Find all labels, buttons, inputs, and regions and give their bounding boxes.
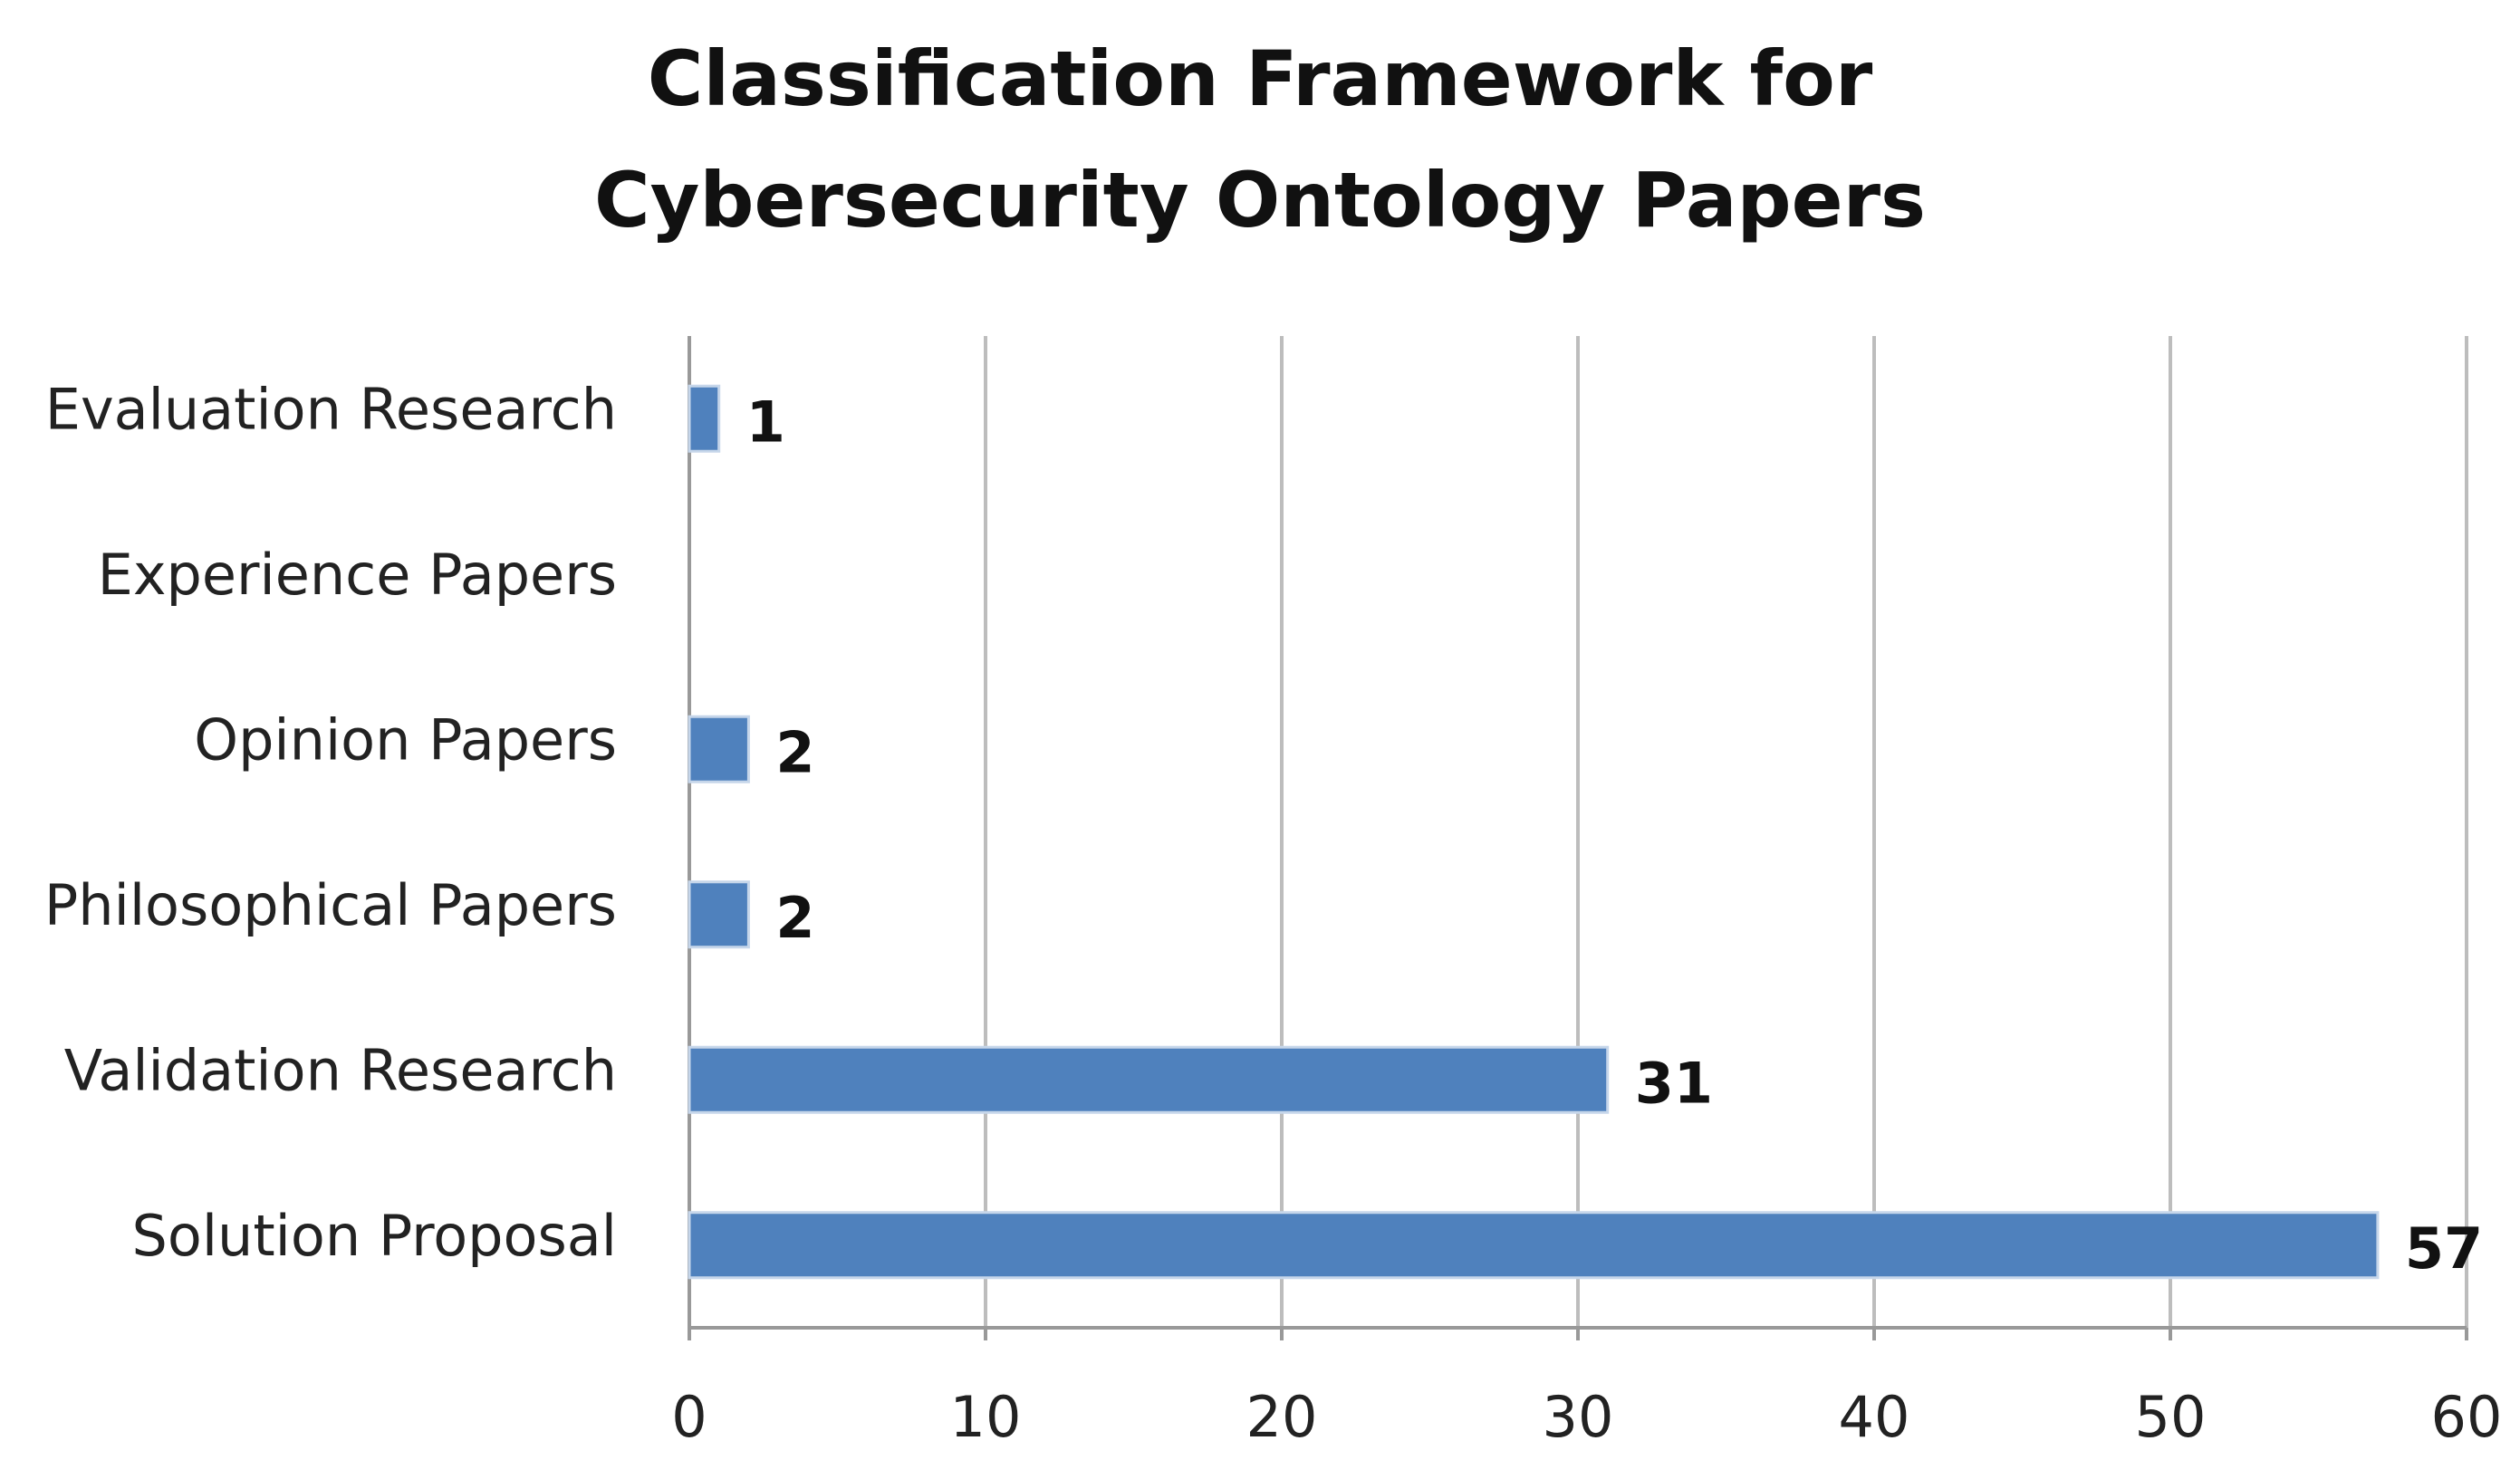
- x-tick-label: 60: [2431, 1384, 2503, 1450]
- bar: [688, 880, 750, 949]
- x-tick-label: 40: [1839, 1384, 1910, 1450]
- y-tick-label: Evaluation Research: [45, 376, 617, 442]
- x-tick-label: 10: [950, 1384, 1022, 1450]
- data-label: 31: [1635, 1050, 1713, 1116]
- bar: [688, 1211, 2380, 1280]
- bar: [688, 715, 750, 783]
- y-tick-label: Opinion Papers: [194, 706, 617, 773]
- y-tick-label: Validation Research: [64, 1037, 617, 1103]
- y-tick-label: Solution Proposal: [132, 1203, 617, 1269]
- x-tick-label: 50: [2135, 1384, 2207, 1450]
- y-tick-label: Philosophical Papers: [44, 872, 617, 938]
- y-tick-label: Experience Papers: [98, 542, 617, 608]
- data-label: 2: [775, 719, 814, 785]
- bar: [688, 384, 721, 453]
- x-tick-label: 30: [1543, 1384, 1614, 1450]
- data-label: 57: [2405, 1215, 2483, 1282]
- chart-title: Classification Framework for Cybersecuri…: [593, 34, 1927, 245]
- x-tick-label: 0: [671, 1384, 707, 1450]
- x-tick-label: 20: [1246, 1384, 1318, 1450]
- data-label: 1: [746, 389, 785, 455]
- bar: [688, 1045, 1610, 1114]
- data-label: 2: [775, 885, 814, 951]
